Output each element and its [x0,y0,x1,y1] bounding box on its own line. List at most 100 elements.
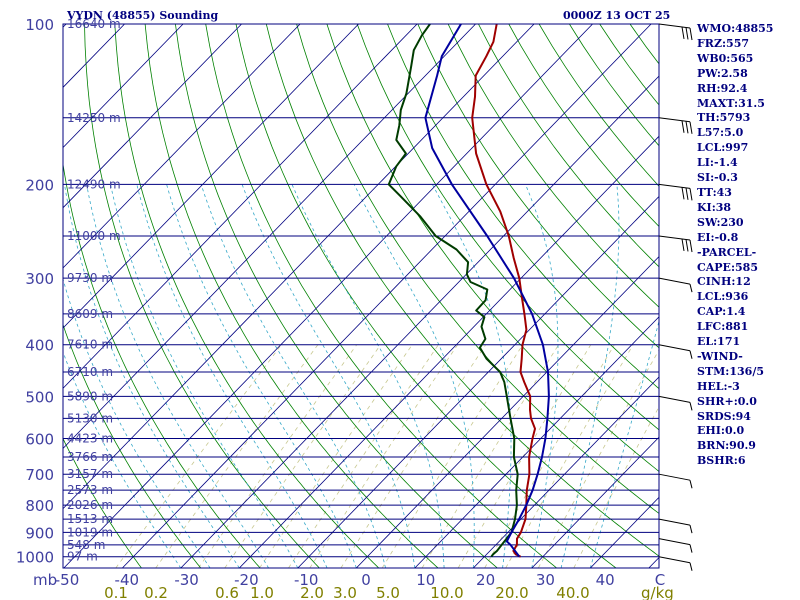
height-label: 2573 m [67,483,113,497]
pressure-tick-label: 700 [25,466,54,484]
isotherm [63,24,476,450]
dry-adiabat [478,24,659,268]
mixing-ratio-line [457,344,592,568]
axis-labels: 16640 m 14250 m 12490 m 11000 m 9730 m 8609 m… [16,16,674,600]
index-line: L57:5.0 [697,126,744,140]
moist-adiabat [353,184,475,568]
wind-barb-staff [658,117,691,123]
temp-tick-label: -30 [174,571,199,589]
mixing-ratio-label: 20.0 [495,584,528,600]
isotherm [0,24,8,568]
mixing-ratio-line [288,344,439,568]
wind-barb-staff [658,538,691,546]
isotherm [63,24,242,209]
height-label: 12490 m [67,177,121,191]
mixing-ratio-line [198,344,358,568]
isobars [63,23,659,558]
height-label: 1019 m [67,525,113,539]
dry-adiabat [63,437,142,568]
isotherm [531,436,659,568]
isotherm [63,24,359,329]
isotherm [63,24,301,269]
moist-adiabat [432,184,512,568]
height-label: 16640 m [67,17,121,31]
plot-frame [62,23,660,569]
height-label: 7610 m [67,338,113,352]
index-line: TT:43 [697,185,732,199]
wind-barb-staff [658,518,691,526]
index-line: SI:-0.3 [697,171,738,185]
temp-tick-label: 0 [361,571,371,589]
mixing-ratio-line [155,344,319,568]
wind-barb-feather [685,121,689,134]
index-line: WB0:565 [697,51,754,65]
pressure-unit-label: mb [33,571,57,589]
index-line: SHR+:0.0 [697,394,757,408]
dry-adiabat [447,24,659,308]
index-line: BSHR:6 [697,454,746,468]
height-label: 548 m [67,538,105,552]
index-line: LFC:881 [697,320,749,334]
index-line: PW:2.58 [697,66,748,80]
isotherm [473,376,659,568]
isotherm [414,316,659,568]
index-line: EL:171 [697,335,741,349]
index-line: WMO:48855 [697,22,774,35]
wind-barb-feather [681,187,685,200]
index-line: FRZ:557 [697,36,750,50]
moist-adiabat [63,277,211,568]
isotherm [356,256,659,568]
temp-tick-label: -10 [294,571,319,589]
isotherm [297,195,659,568]
moist-adiabat [560,184,620,568]
wind-barb-staff [658,556,691,564]
mixing-ratio-label: 0.6 [215,584,239,600]
wind-barb [658,277,693,293]
pressure-tick-label: 800 [25,497,54,515]
height-label: 6710 m [67,365,113,379]
wind-barb-staff [658,473,691,481]
wind-barb [658,183,693,201]
wind-barb-staff [658,344,691,352]
wind-barb-feather [689,402,693,411]
mixing-ratio-label: 0.1 [104,584,128,600]
wind-barb-feather [681,26,685,40]
pressure-tick-label: 500 [25,388,54,406]
wind-barb-staff [658,23,691,29]
index-line: LI:-1.4 [697,156,738,170]
isotherm [63,24,535,510]
dry-adiabat [265,24,659,557]
temp-tick-label: 30 [536,571,555,589]
mixing-ratio-line [421,344,559,568]
dry-adiabat [387,24,659,390]
moist-adiabat [110,184,299,568]
sounding-time: 0000Z 13 OCT 25 [563,9,671,22]
mixing-ratio-label: 40.0 [556,584,589,600]
mixing-ratio-line [484,344,615,568]
wind-barb [658,538,693,553]
isotherm [239,135,659,568]
index-line: SRDS:94 [697,409,751,423]
height-label: 11000 m [67,229,121,243]
temp-tick-label: 20 [476,571,495,589]
wind-barb [658,344,693,359]
height-label: 14250 m [67,111,121,125]
index-line: RH:92.4 [697,81,748,95]
wind-barb-feather [689,121,693,134]
wind-barb-feather [685,27,689,40]
temp-tick-label: -50 [55,571,80,589]
background-lines [0,24,659,568]
mixing-ratio-label: 0.2 [144,584,168,600]
isotherm [63,24,418,389]
height-label: 5890 m [67,389,113,403]
mixing-ratio-line [309,344,459,568]
wind-barb [658,395,693,411]
height-label: 4423 m [67,432,113,446]
dry-adiabat [296,24,659,514]
temp-tick-label: -20 [234,571,259,589]
temp-tick-label: -40 [115,571,140,589]
mixing-ratio-label: 1.0 [250,584,274,600]
station-title: VYDN (48855) Sounding [67,9,219,22]
height-label: 3766 m [67,450,113,464]
